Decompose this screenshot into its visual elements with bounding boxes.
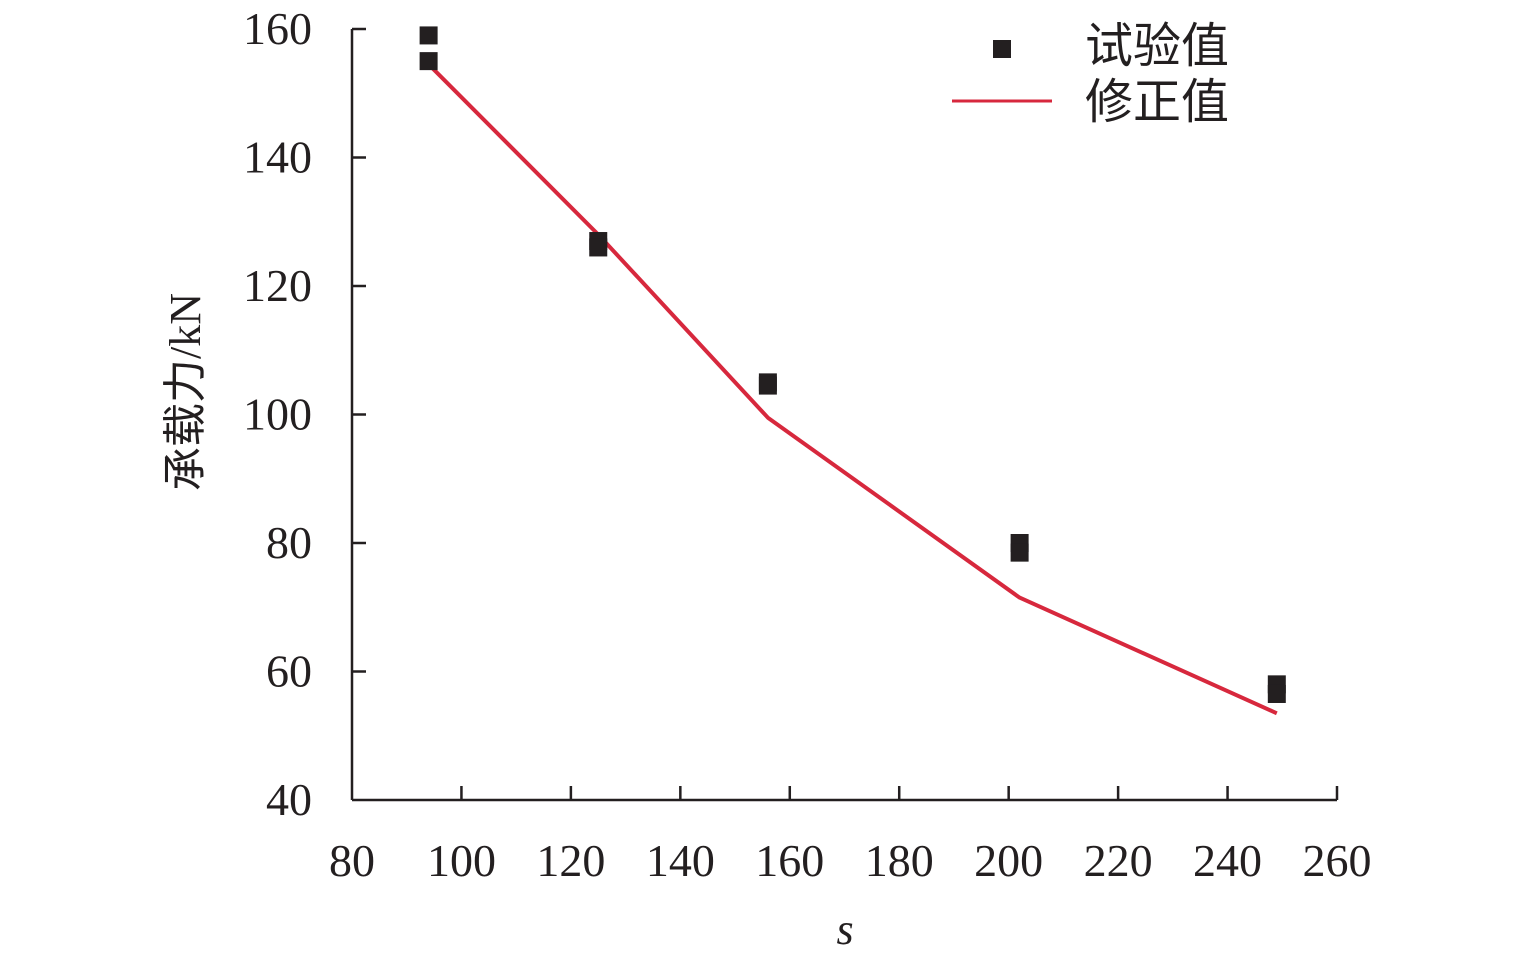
test-value-point xyxy=(1267,684,1286,703)
x-axis-title: s xyxy=(836,905,853,954)
test-value-point xyxy=(589,238,608,257)
x-tick-label: 140 xyxy=(646,835,715,886)
x-tick-label: 200 xyxy=(974,835,1043,886)
legend: 试验值 修正值 xyxy=(952,20,1229,129)
x-tick-label: 120 xyxy=(536,835,605,886)
y-tick-label: 60 xyxy=(266,646,312,697)
x-tick-label: 260 xyxy=(1303,835,1372,886)
y-tick-label: 80 xyxy=(266,517,312,568)
test-value-point xyxy=(419,26,438,45)
x-axis-ticks: 80 100 120 140 160 180 200 220 240 260 xyxy=(329,786,1372,886)
y-tick-label: 100 xyxy=(243,389,312,440)
fit-line-layer xyxy=(427,62,1278,716)
x-tick-label: 180 xyxy=(865,835,934,886)
y-tick-label: 120 xyxy=(243,260,312,311)
test-value-point xyxy=(419,52,438,71)
test-value-point xyxy=(758,376,777,395)
x-tick-label: 220 xyxy=(1084,835,1153,886)
legend-marker-square xyxy=(993,40,1011,58)
y-axis-title: 承载力/kN xyxy=(161,293,210,491)
y-tick-label: 40 xyxy=(266,774,312,825)
y-tick-label: 140 xyxy=(243,132,312,183)
axes xyxy=(350,29,1337,802)
x-tick-label: 80 xyxy=(329,835,375,886)
legend-label-corrected-values: 修正值 xyxy=(1085,76,1229,129)
x-tick-label: 240 xyxy=(1193,835,1262,886)
test-value-point xyxy=(1010,543,1029,562)
legend-label-test-values: 试验值 xyxy=(1085,20,1229,73)
scatter-point-layer xyxy=(419,26,1286,703)
corrected-value-line xyxy=(427,62,1278,716)
y-axis-ticks: 40 60 80 100 120 140 160 xyxy=(243,3,366,825)
x-tick-label: 100 xyxy=(427,835,496,886)
y-tick-label: 160 xyxy=(243,3,312,54)
x-tick-label: 160 xyxy=(755,835,824,886)
